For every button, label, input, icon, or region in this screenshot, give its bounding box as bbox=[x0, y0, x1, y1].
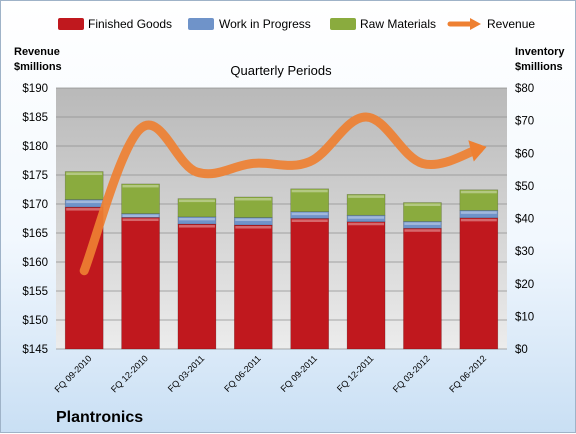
bar-highlight bbox=[460, 211, 497, 214]
bar-highlight bbox=[178, 199, 215, 203]
left-tick-label: $160 bbox=[22, 257, 48, 269]
bar-highlight bbox=[460, 218, 497, 222]
category-label: FQ 03-2012 bbox=[391, 353, 432, 394]
bar-highlight bbox=[235, 197, 272, 201]
bar-highlight bbox=[404, 203, 441, 207]
legend-swatch-revenue-arrow bbox=[470, 18, 481, 30]
left-tick-label: $150 bbox=[22, 315, 48, 327]
left-tick-label: $145 bbox=[22, 344, 48, 356]
bar-raw-materials bbox=[346, 194, 386, 216]
left-tick-label: $175 bbox=[22, 170, 48, 182]
bar-finished-goods bbox=[177, 223, 217, 350]
right-tick-label: $20 bbox=[515, 279, 534, 291]
right-tick-label: $70 bbox=[515, 116, 534, 128]
bar-raw-materials bbox=[177, 198, 217, 218]
left-axis-title-line1: Revenue bbox=[14, 46, 60, 58]
revenue-line bbox=[79, 112, 484, 276]
chart-title: Quarterly Periods bbox=[230, 63, 332, 78]
legend-label-raw-materials: Raw Materials bbox=[360, 17, 436, 31]
bar-highlight bbox=[235, 226, 272, 229]
bar-highlight bbox=[122, 218, 159, 222]
legend-swatch-work-in-progress bbox=[188, 18, 214, 30]
category-label: FQ 12-2011 bbox=[335, 353, 376, 394]
bar-finished-goods bbox=[459, 217, 499, 350]
legend-label-revenue: Revenue bbox=[487, 17, 535, 31]
bar-work-in-progress bbox=[234, 217, 273, 226]
bar-raw-materials bbox=[403, 202, 442, 222]
left-tick-label: $165 bbox=[22, 228, 48, 240]
category-label: FQ 06-2011 bbox=[222, 353, 263, 394]
bar-highlight bbox=[66, 200, 103, 204]
right-tick-label: $10 bbox=[515, 311, 534, 323]
category-label: FQ 03-2011 bbox=[166, 353, 207, 394]
legend-swatch-finished-goods bbox=[58, 18, 84, 30]
bar-highlight bbox=[291, 189, 328, 193]
category-label: FQ 09-2011 bbox=[279, 353, 320, 394]
bar-highlight bbox=[122, 184, 159, 188]
legend-label-work-in-progress: Work in Progress bbox=[219, 17, 311, 31]
legend: Finished Goods Work in Progress Raw Mate… bbox=[58, 17, 535, 31]
bar-highlight bbox=[460, 190, 497, 194]
left-tick-label: $185 bbox=[22, 112, 48, 124]
category-label: FQ 12-2010 bbox=[109, 353, 150, 394]
bar-highlight bbox=[66, 208, 103, 211]
bar-raw-materials bbox=[459, 189, 499, 211]
right-tick-label: $80 bbox=[515, 83, 534, 95]
left-tick-label: $190 bbox=[22, 83, 48, 95]
revenue-line-layer bbox=[79, 112, 487, 276]
category-label: FQ 06-2012 bbox=[447, 353, 488, 394]
bar-raw-materials bbox=[234, 196, 273, 218]
bar-finished-goods bbox=[290, 218, 329, 350]
bar-finished-goods bbox=[234, 224, 273, 350]
bar-finished-goods bbox=[403, 227, 442, 350]
right-axis-title-line2: $millions bbox=[515, 61, 563, 73]
bar-highlight bbox=[348, 222, 385, 226]
bar-raw-materials bbox=[121, 183, 160, 214]
company-name: Plantronics bbox=[56, 409, 143, 426]
right-tick-label: $30 bbox=[515, 246, 534, 258]
bar-highlight bbox=[404, 222, 441, 225]
right-tick-label: $40 bbox=[515, 214, 534, 226]
legend-label-finished-goods: Finished Goods bbox=[88, 17, 172, 31]
revenue-line-arrow bbox=[468, 140, 487, 162]
left-axis-title-line2: $millions bbox=[14, 61, 62, 73]
right-tick-label: $50 bbox=[515, 181, 534, 193]
bar-highlight bbox=[348, 216, 385, 219]
category-label: FQ 09-2010 bbox=[53, 353, 94, 394]
left-tick-label: $180 bbox=[22, 141, 48, 153]
bar-highlight bbox=[291, 219, 328, 222]
bar-highlight bbox=[122, 214, 159, 218]
left-tick-label: $170 bbox=[22, 199, 48, 211]
right-tick-label: $0 bbox=[515, 344, 528, 356]
bar-highlight bbox=[404, 229, 441, 232]
bar-highlight bbox=[291, 212, 328, 216]
left-tick-label: $155 bbox=[22, 286, 48, 298]
bar-highlight bbox=[178, 217, 215, 221]
right-axis-title-line1: Inventory bbox=[515, 46, 565, 58]
bar-highlight bbox=[235, 218, 272, 222]
right-tick-label: $60 bbox=[515, 148, 534, 160]
bar-raw-materials bbox=[64, 171, 104, 200]
bars bbox=[64, 171, 499, 350]
category-labels: FQ 09-2010 FQ 12-2010 FQ 03-2011 FQ 06-2011… bbox=[53, 353, 489, 394]
right-axis-ticks: $0 $10 $20 $30 $40 $50 $60 $70 $80 bbox=[515, 83, 534, 356]
left-axis-ticks: $145 $150 $155 $160 $165 $170 $175 $180 $185 $190 bbox=[22, 83, 48, 356]
bar-highlight bbox=[66, 172, 103, 176]
legend-swatch-raw-materials bbox=[330, 18, 356, 30]
bar-highlight bbox=[348, 195, 385, 198]
bar-highlight bbox=[178, 225, 215, 228]
bar-finished-goods bbox=[346, 221, 386, 350]
bar-raw-materials bbox=[290, 188, 329, 212]
bar-finished-goods bbox=[121, 217, 160, 350]
